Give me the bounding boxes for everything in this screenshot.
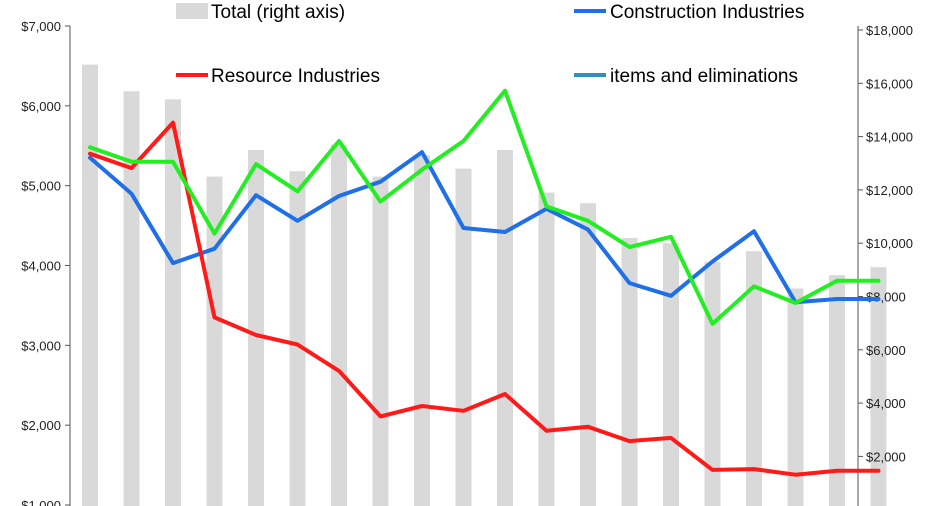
right-tick-label: $2,000 <box>866 449 906 464</box>
line-construction-industries <box>88 150 881 305</box>
bar-total-15 <box>663 243 679 506</box>
right-tick-label: $12,000 <box>866 183 913 198</box>
legend-label: Construction Industries <box>610 2 804 23</box>
right-tick-label: $10,000 <box>866 236 913 251</box>
left-axis-ticks: $1,000 $2,000 $3,000 $4,000 $5,000 $6,000 $7,0… <box>21 19 70 506</box>
bar-total-19 <box>829 275 845 506</box>
bar-total-16 <box>704 261 721 506</box>
left-tick-label: $6,000 <box>21 99 61 114</box>
right-tick-label: $6,000 <box>866 343 906 358</box>
left-tick-label: $4,000 <box>21 259 61 274</box>
bar-total-5 <box>248 149 264 506</box>
bar-total-4 <box>206 176 223 506</box>
bar-total-12 <box>538 192 555 506</box>
right-tick-label: $4,000 <box>866 396 906 411</box>
legend: Total (right axis) Construction Industrie… <box>176 2 804 87</box>
bar-total-17 <box>746 251 762 506</box>
bar-total-18 <box>787 288 804 506</box>
left-tick-label: $2,000 <box>21 418 61 433</box>
legend-label: Resource Industries <box>211 66 380 87</box>
bar-total-9 <box>414 155 430 506</box>
bar-total-7 <box>331 144 347 506</box>
bar-total-2 <box>123 91 140 506</box>
left-tick-label: $3,000 <box>21 338 61 353</box>
right-tick-label: $14,000 <box>866 130 913 145</box>
left-tick-label: $1,000 <box>21 498 61 506</box>
legend-label: Total (right axis) <box>211 2 345 23</box>
right-tick-label: $18,000 <box>866 23 913 38</box>
bar-total-11 <box>497 149 513 506</box>
right-tick-label: $16,000 <box>866 76 913 91</box>
line-series-3 <box>88 88 881 326</box>
bar-total-1 <box>82 64 98 506</box>
bar-total-6 <box>289 171 306 506</box>
bars-layer <box>82 64 887 506</box>
left-tick-label: $5,000 <box>21 179 61 194</box>
right-axis-ticks: $2,000$4,000$6,000$8,000$10,000$12,000$1… <box>858 23 913 464</box>
bar-total-20 <box>870 267 887 506</box>
left-tick-label: $7,000 <box>21 19 61 34</box>
bar-total-10 <box>455 168 472 506</box>
bar-total-3 <box>165 99 181 506</box>
bar-total-13 <box>580 203 596 506</box>
legend-swatch-total <box>176 3 208 19</box>
bar-total-8 <box>372 176 389 506</box>
lines-layer <box>88 88 881 477</box>
legend-label: items and eliminations <box>610 66 798 87</box>
line-resource-industries <box>88 120 881 477</box>
